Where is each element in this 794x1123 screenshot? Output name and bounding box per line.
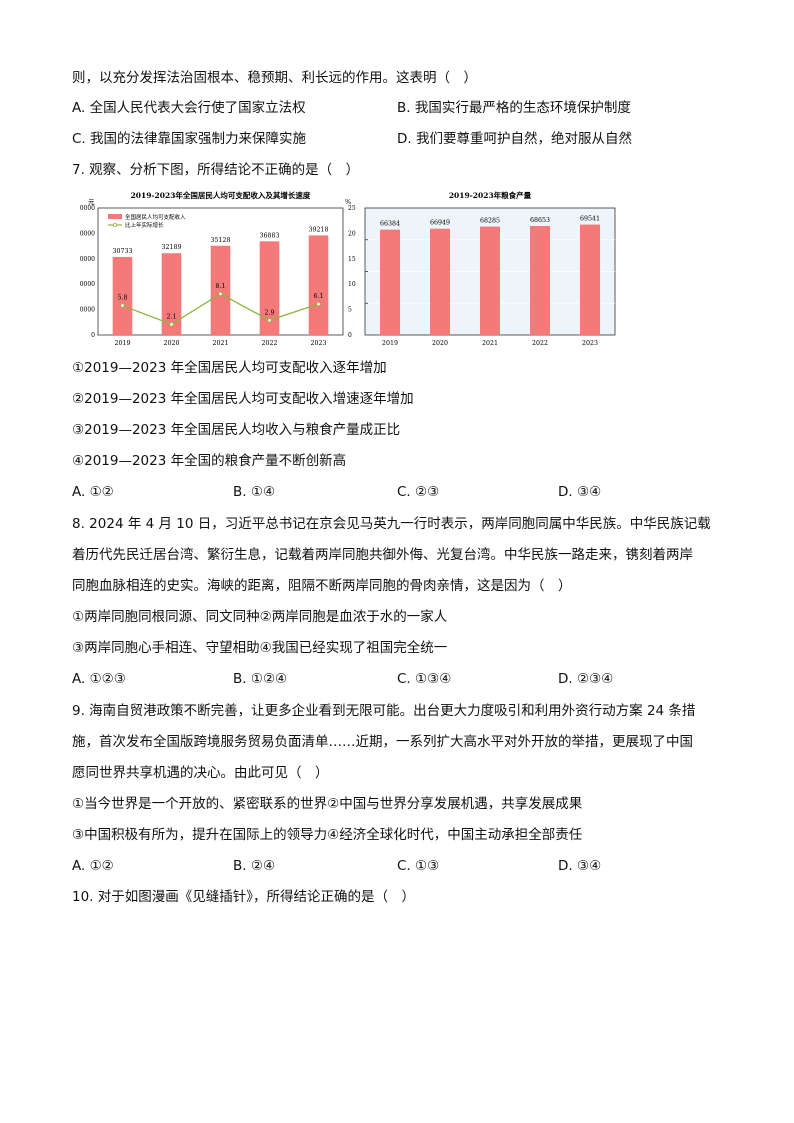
q8-statement-2: ③两岸同胞心手相连、守望相助④我国已经实现了祖国完全统一: [72, 640, 448, 656]
q7-stem: 7. 观察、分析下图，所得结论不正确的是（ ）: [72, 162, 360, 178]
q6-stem-tail: 则，以充分发挥法治固根本、稳预期、利长远的作用。这表明（ ）: [72, 70, 477, 86]
growth-label: 5.8: [117, 295, 127, 302]
grain-bar-label: 69541: [580, 216, 600, 223]
q9-option-a[interactable]: A. ①②: [72, 858, 114, 874]
q7-option-c[interactable]: C. ②③: [397, 484, 440, 500]
grain-bar: [380, 229, 400, 335]
grain-bar-label: 68285: [480, 218, 500, 225]
q6-option-b[interactable]: B. 我国实行最严格的生态环境保护制度: [397, 100, 631, 116]
y-tick-label: 40000: [80, 230, 95, 237]
growth-label: 2.9: [264, 309, 274, 316]
x-tick-label: 2019: [114, 340, 130, 347]
growth-point: [120, 303, 125, 308]
grain-bar-label: 68653: [530, 217, 550, 224]
legend-bar-label: 全国居民人均可支配收入: [125, 213, 186, 221]
growth-point: [316, 301, 321, 307]
q7-statement-4: ④2019—2023 年全国的粮食产量不断创新高: [72, 453, 347, 469]
x-tick-label: 2021: [482, 340, 498, 347]
income-bar-label: 35128: [210, 237, 230, 244]
y2-tick-label: 25: [348, 205, 356, 212]
y2-tick-label: 0: [348, 332, 352, 339]
q8-option-a[interactable]: A. ①②③: [72, 671, 126, 687]
y-tick-label: 10000: [80, 307, 95, 314]
y2-tick-label: 5: [348, 307, 352, 314]
x-tick-label: 2023: [310, 340, 326, 347]
growth-label: 8.1: [215, 283, 225, 290]
growth-point: [169, 322, 174, 327]
x-tick-label: 2019: [382, 340, 398, 347]
income-bar: [308, 235, 329, 335]
q8-stem-line-3: 同胞血脉相连的史实。海峡的距离，阻隔不断两岸同胞的骨肉亲情，这是因为（ ）: [72, 578, 572, 594]
y-tick-label: 20000: [80, 281, 95, 288]
income-bar: [259, 241, 280, 335]
y-tick-label: 0: [91, 332, 95, 339]
left-axis-unit: 元: [88, 198, 95, 206]
q9-statement-1: ①当今世界是一个开放的、紧密联系的世界②中国与世界分享发展机遇，共享发展成果: [72, 796, 583, 812]
y-tick-label: 50000: [80, 205, 95, 212]
q7-statement-2: ②2019—2023 年全国居民人均可支配收入增速逐年增加: [72, 391, 414, 407]
x-tick-label: 2022: [261, 340, 277, 347]
q7-statement-3: ③2019—2023 年全国居民人均收入与粮食产量成正比: [72, 422, 401, 438]
grain-bar: [430, 228, 450, 335]
q8-option-b[interactable]: B. ①②④: [233, 671, 288, 687]
y-tick-label: 30000: [80, 256, 95, 263]
q7-option-b[interactable]: B. ①④: [233, 484, 276, 500]
q7-statement-1: ①2019—2023 年全国居民人均可支配收入逐年增加: [72, 360, 387, 376]
x-tick-label: 2020: [163, 340, 179, 347]
income-bar: [112, 256, 133, 335]
legend-line-label: 比上年实际增长: [125, 221, 164, 229]
y2-tick-label: 15: [348, 256, 356, 263]
x-tick-label: 2021: [212, 340, 228, 347]
q9-stem-line-1: 9. 海南自贸港政策不断完善，让更多企业看到无限可能。出台更大力度吸引和利用外资…: [72, 703, 696, 719]
x-tick-label: 2020: [432, 340, 448, 347]
grain-bar: [480, 226, 500, 335]
growth-label: 6.1: [313, 293, 323, 300]
grain-chart: 2019-2023年粮食产量 66384 2019 66949 2020 68285 202…: [364, 190, 616, 347]
y2-tick-label: 10: [348, 281, 356, 288]
grain-bar: [580, 224, 600, 335]
q8-stem-line-2: 着历代先民迁居台湾、繁衍生息，记载着两岸同胞共御外侮、光复台湾。中华民族一路走来…: [72, 547, 693, 563]
q8-option-d[interactable]: D. ②③④: [558, 671, 614, 687]
q9-statement-2: ③中国积极有所为，提升在国际上的领导力④经济全球化时代，中国主动承担全部责任: [72, 827, 583, 843]
q9-stem-line-2: 施，首次发布全国版跨境服务贸易负面清单……近期，一系列扩大高水平对外开放的举措，…: [72, 734, 693, 750]
growth-point: [267, 318, 272, 323]
chart-title: 2019-2023年全国居民人均可支配收入及其增长速度: [131, 190, 311, 200]
q9-option-d[interactable]: D. ③④: [558, 858, 602, 874]
grain-bar-label: 66949: [430, 220, 450, 227]
chart-title: 2019-2023年粮食产量: [449, 190, 532, 200]
q7-option-a[interactable]: A. ①②: [72, 484, 114, 500]
income-bar: [161, 253, 182, 335]
legend-bar-swatch: [108, 214, 122, 219]
q7-option-d[interactable]: D. ③④: [558, 484, 602, 500]
grain-bar-label: 66384: [380, 221, 400, 228]
income-bar-label: 30733: [112, 248, 132, 255]
income-bar-label: 36883: [259, 232, 279, 239]
income-bar-label: 39218: [308, 226, 328, 233]
legend-line-marker: [113, 223, 118, 228]
x-tick-label: 2022: [532, 340, 548, 347]
q6-option-d[interactable]: D. 我们要尊重呵护自然，绝对服从自然: [397, 131, 632, 147]
q6-option-a[interactable]: A. 全国人民代表大会行使了国家立法权: [72, 100, 306, 116]
grain-bar: [530, 226, 550, 335]
y2-tick-label: 20: [348, 230, 356, 237]
q8-option-c[interactable]: C. ①③④: [397, 671, 452, 687]
q9-option-c[interactable]: C. ①③: [397, 858, 440, 874]
income-bar: [210, 245, 231, 335]
right-axis-unit: %: [345, 198, 351, 206]
q8-statement-1: ①两岸同胞同根同源、同文同种②两岸同胞是血浓于水的一家人: [72, 609, 448, 625]
q8-stem-line-1: 8. 2024 年 4 月 10 日，习近平总书记在京会见马英九一行时表示，两岸…: [72, 516, 711, 532]
q10-stem: 10. 对于如图漫画《见缝插针》，所得结论正确的是（ ）: [72, 889, 416, 905]
q6-option-c[interactable]: C. 我国的法律靠国家强制力来保障实施: [72, 131, 307, 147]
growth-point: [218, 291, 223, 297]
q9-stem-line-3: 愿同世界共享机遇的决心。由此可见（ ）: [72, 765, 329, 781]
q9-option-b[interactable]: B. ②④: [233, 858, 276, 874]
x-tick-label: 2023: [582, 340, 598, 347]
income-bar-label: 32189: [161, 244, 181, 251]
growth-label: 2.1: [166, 313, 176, 320]
